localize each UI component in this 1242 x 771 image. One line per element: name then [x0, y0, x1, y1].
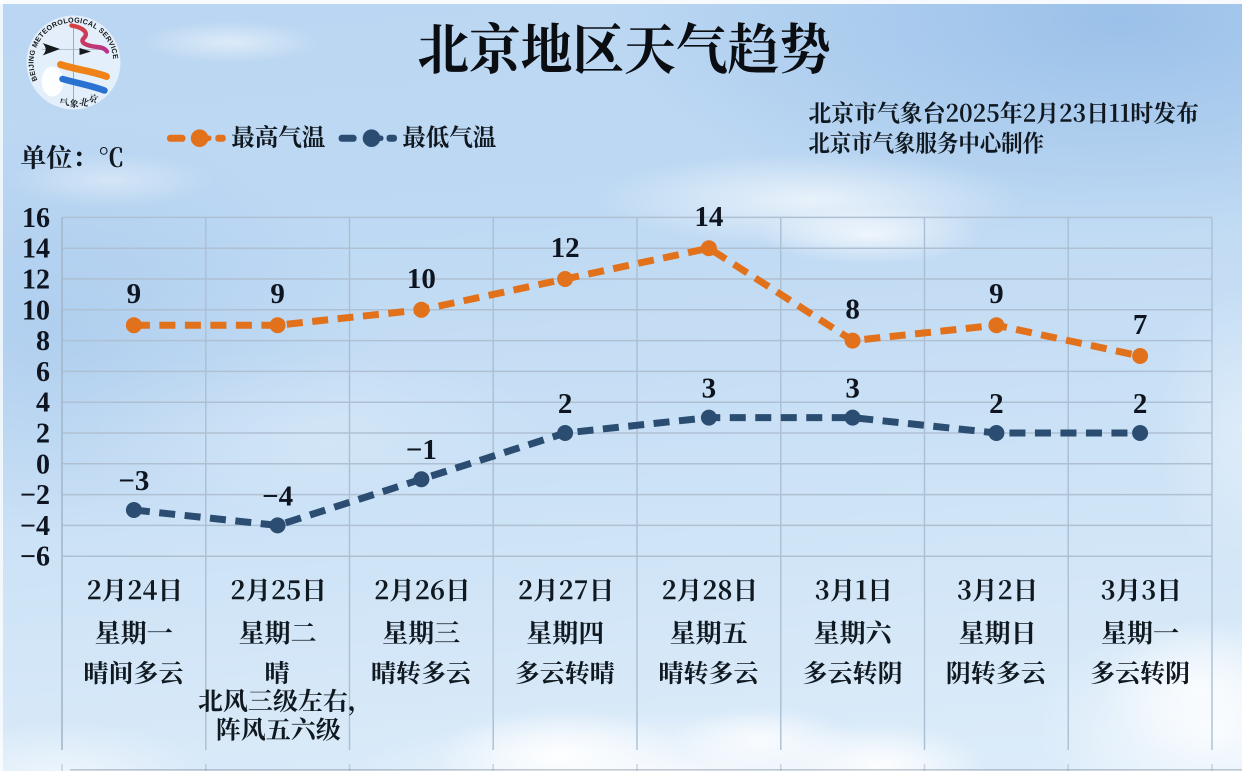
svg-text:8: 8 [36, 326, 50, 357]
svg-text:14: 14 [694, 201, 723, 233]
svg-text:−1: −1 [406, 434, 437, 466]
svg-text:7: 7 [1133, 309, 1148, 341]
svg-text:2: 2 [558, 388, 573, 420]
svg-text:16: 16 [22, 203, 50, 234]
svg-text:0: 0 [36, 449, 50, 480]
svg-text:3: 3 [702, 373, 717, 405]
svg-text:−4: −4 [20, 511, 50, 542]
svg-text:9: 9 [989, 278, 1004, 310]
svg-text:−3: −3 [118, 465, 149, 497]
svg-text:12: 12 [551, 232, 580, 264]
svg-text:4: 4 [36, 388, 50, 419]
svg-text:2: 2 [1133, 388, 1148, 420]
svg-text:10: 10 [407, 263, 436, 295]
svg-text:2: 2 [989, 388, 1004, 420]
svg-text:3: 3 [845, 373, 860, 405]
svg-text:9: 9 [270, 278, 285, 310]
svg-text:9: 9 [127, 278, 142, 310]
svg-text:−6: −6 [20, 542, 50, 573]
svg-text:6: 6 [36, 357, 50, 388]
svg-text:2: 2 [36, 419, 50, 450]
svg-text:10: 10 [22, 295, 50, 326]
svg-text:−2: −2 [20, 480, 50, 511]
svg-text:12: 12 [22, 265, 50, 296]
svg-text:14: 14 [22, 234, 50, 265]
svg-text:−4: −4 [262, 480, 293, 512]
svg-text:8: 8 [845, 294, 860, 326]
